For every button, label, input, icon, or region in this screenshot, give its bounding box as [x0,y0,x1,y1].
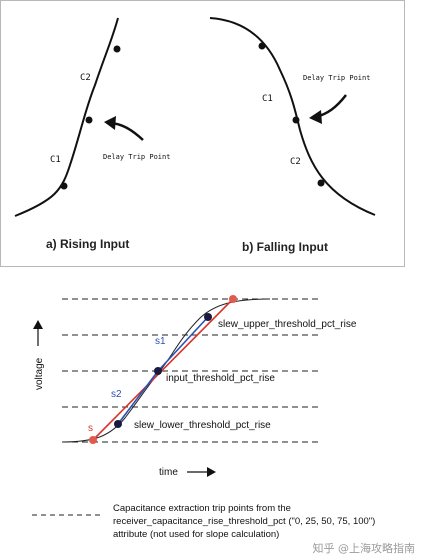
slew-threshold-svg: slew_upper_threshold_pct_rise input_thre… [32,295,375,540]
slope-label-s2: s2 [111,389,122,400]
rising-c2-point [113,45,121,53]
time-arrow-head [207,467,216,477]
mid-threshold-point [154,367,162,375]
falling-c2-point [317,179,325,187]
watermark-text: 知乎 @上海攻略指南 [312,542,416,555]
slope-label-s1: s1 [155,336,166,347]
legend-line-3: attribute (not used for slope calculatio… [113,529,279,540]
time-axis-label: time [159,467,178,478]
falling-trip-point [292,116,300,124]
slope-label-s: s [88,423,93,434]
rising-trip-arrowhead [104,116,116,130]
red-end-point [229,295,237,303]
falling-c1-label: C1 [262,94,273,104]
blue-segment-s1 [157,316,209,372]
falling-trip-label: Delay Trip Point [303,74,370,82]
legend-line-1: Capacitance extraction trip points from … [113,503,291,514]
rising-c1-point [60,182,68,190]
lower-threshold-label: slew_lower_threshold_pct_rise [134,420,271,431]
slew-threshold-panel: slew_upper_threshold_pct_rise input_thre… [0,268,421,560]
rising-c1-label: C1 [50,155,61,165]
mid-threshold-label: input_threshold_pct_rise [166,373,275,384]
red-start-point [89,436,97,444]
falling-c1-point [258,42,266,50]
caption-rising: a) Rising Input [46,237,129,251]
rising-falling-panel: C1 C2 Delay Trip Point C1 C2 Delay Trip … [0,0,421,268]
falling-curve [209,17,376,216]
caption-falling: b) Falling Input [242,240,328,254]
lower-threshold-point [114,420,122,428]
falling-c2-label: C2 [290,157,301,167]
legend-line-2: receiver_capacitance_rise_threshold_pct … [113,516,375,527]
rising-curve [14,17,119,217]
falling-trip-arrowhead [309,110,322,124]
rising-trip-label: Delay Trip Point [103,153,170,161]
blue-segment-s2 [117,370,159,425]
voltage-arrow-head [33,320,43,329]
panel-frame [0,0,405,267]
rising-c2-label: C2 [80,73,91,83]
voltage-axis-label: voltage [34,357,45,390]
upper-threshold-label: slew_upper_threshold_pct_rise [218,319,357,330]
rising-falling-svg: C1 C2 Delay Trip Point C1 C2 Delay Trip … [0,0,405,267]
rising-trip-point [85,116,93,124]
upper-threshold-point [204,313,212,321]
red-slope-line [92,298,234,441]
